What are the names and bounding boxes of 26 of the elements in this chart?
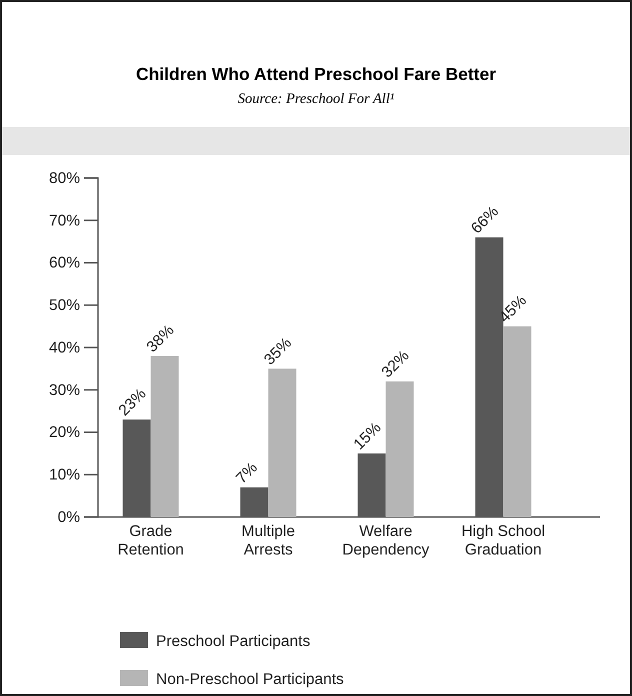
y-tick-label: 10% (48, 466, 80, 484)
bar (503, 326, 532, 517)
y-tick-label: 30% (48, 382, 80, 399)
bar (150, 356, 179, 517)
text: 66% (468, 203, 502, 238)
bar (386, 381, 414, 517)
y-tick-label: 50% (48, 297, 80, 314)
x-tick-label: Grade Retention (118, 523, 184, 559)
y-tick-label: 60% (48, 254, 80, 272)
chart-title: Children Who Attend Preschool Fare Better (136, 64, 496, 84)
x-tick-label: Multiple Arrests (242, 523, 295, 559)
text: 45% (496, 292, 530, 326)
bar (268, 368, 296, 517)
y-tick-label: 40% (48, 339, 80, 356)
legend-label: Non-Preschool Participants (156, 671, 344, 688)
x-tick-label: Welfare Dependency (342, 523, 430, 559)
y-tick-label: 80% (48, 170, 80, 187)
y-tick-label: 0% (58, 508, 80, 526)
text: 32% (378, 347, 413, 382)
legend-label: Preschool Participants (156, 633, 310, 650)
y-tick-label: 20% (48, 424, 80, 442)
text: 7% (233, 459, 261, 488)
text: 38% (144, 322, 178, 356)
y-tick-label: 70% (48, 212, 80, 230)
chart-subtitle: Source: Preschool For All¹ (238, 91, 394, 107)
x-tick-label: High School Graduation (461, 523, 546, 559)
